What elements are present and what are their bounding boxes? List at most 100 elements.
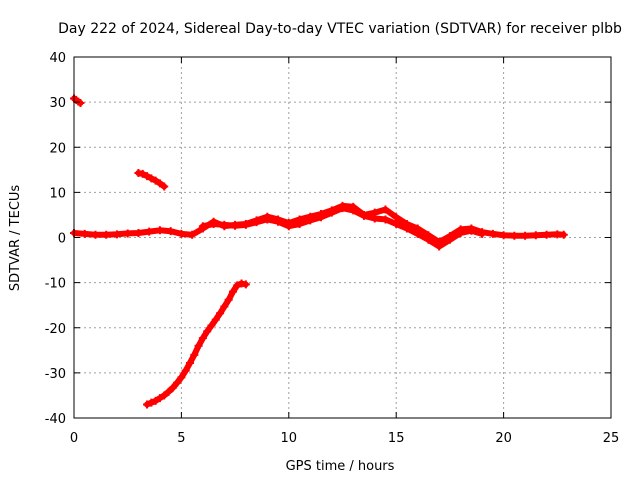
data-point [228,287,237,296]
data-point [164,387,173,396]
data-point [194,341,203,350]
data-point [284,222,293,231]
y-tick-label: -30 [45,367,66,382]
data-point [510,231,519,240]
data-point [155,394,164,403]
data-point [413,229,422,238]
x-tick-label: 20 [495,431,512,446]
data-point [102,230,111,239]
data-point [147,398,156,407]
y-axis-ticks: 40 30 20 10 0 -10 -20 -30 -40 [45,51,611,427]
y-tick-label: -40 [45,412,66,427]
series-track-main-b [198,204,487,251]
data-point [209,219,218,228]
data-point [499,231,508,240]
data-point [338,204,347,213]
data-point [181,366,190,375]
data-point [211,315,220,324]
x-tick-label: 10 [281,431,298,446]
data-point [173,378,182,387]
data-point [317,213,326,222]
x-axis-label: GPS time / hours [286,459,395,474]
data-point [143,400,152,409]
x-tick-label: 5 [177,431,185,446]
data-point [559,230,568,239]
data-point [138,169,147,178]
data-point [145,227,154,236]
y-tick-label: 0 [58,232,66,247]
chart-title: Day 222 of 2024, Sidereal Day-to-day VTE… [58,21,622,37]
data-point [424,235,433,244]
data-point [445,235,454,244]
series-track-short-high [70,94,85,108]
y-tick-label: 30 [49,96,66,111]
data-point [185,358,194,367]
data-point [76,99,85,108]
y-tick-label: 20 [49,141,66,156]
data-point [531,231,540,240]
series-track-rising [143,279,250,409]
data-point [91,230,100,239]
y-tick-label: -10 [45,277,66,292]
data-point [168,383,177,392]
data-point [112,230,121,239]
series-line [71,202,567,245]
y-tick-label: 10 [49,186,66,201]
data-point [231,221,240,230]
data-point [224,295,233,304]
data-point [478,229,487,238]
data-point [203,327,212,336]
data-point [147,174,156,183]
data-point [263,215,272,224]
y-axis-label: SDTVAR / TECUs [8,185,23,292]
data-point [216,309,225,318]
data-point [295,219,304,228]
data-point [80,229,89,238]
data-point [143,172,152,181]
data-point [542,230,551,239]
data-point [207,321,216,330]
data-point [198,222,207,231]
x-tick-label: 0 [70,431,78,446]
data-point [370,214,379,223]
x-tick-label: 15 [388,431,405,446]
x-tick-label: 25 [603,431,620,446]
data-point [220,220,229,229]
data-point [190,350,199,359]
data-point [327,208,336,217]
data-point [160,391,169,400]
series-line [144,280,249,408]
data-point [467,226,476,235]
data-point [151,176,160,185]
x-axis-ticks: 0 5 10 15 20 25 [70,57,619,446]
data-point [220,302,229,311]
data-points [70,94,568,409]
data-point [166,227,175,236]
data-point [198,334,207,343]
data-point [241,280,250,289]
data-point [381,215,390,224]
data-point [359,211,368,220]
data-point [392,219,401,228]
data-point [160,182,169,191]
data-point [123,229,132,238]
data-point [274,217,283,226]
series-track-mid-high [134,168,169,191]
data-point [349,206,358,215]
data-point [241,220,250,229]
data-point [521,231,530,240]
data-point [435,242,444,251]
y-tick-label: -20 [45,322,66,337]
y-tick-label: 40 [49,51,66,66]
data-point [402,224,411,233]
data-point [392,213,401,222]
data-point [188,230,197,239]
data-point [456,228,465,237]
data-point [177,373,186,382]
data-point [488,229,497,238]
data-point [381,205,390,214]
data-point [306,216,315,225]
series-track-main-a [70,201,568,247]
data-point [155,226,164,235]
